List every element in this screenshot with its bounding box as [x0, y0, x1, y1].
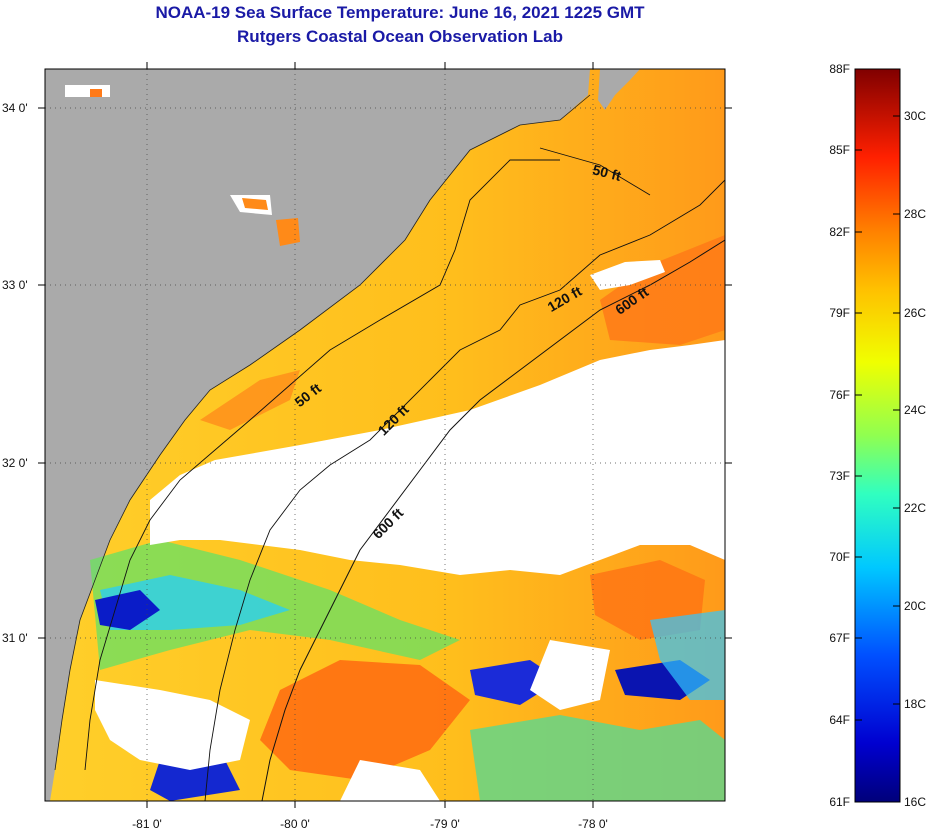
lon-label-80: -80 0' — [280, 817, 310, 831]
axis-ticks — [38, 62, 732, 808]
land-patch-ne — [598, 69, 640, 110]
cb-f-70: 70F — [829, 550, 850, 564]
chart-subtitle: Rutgers Coastal Ocean Observation Lab — [237, 27, 563, 46]
lon-label-78: -78 0' — [578, 817, 608, 831]
inland-patch-1b — [90, 89, 102, 97]
cb-c-30: 30C — [904, 109, 926, 123]
cloud-mask-sw — [95, 680, 250, 770]
contour-label-50ft-ne: 50 ft — [591, 161, 623, 184]
lon-label-79: -79 0' — [430, 817, 460, 831]
cloud-mask-se — [530, 640, 610, 710]
cb-c-26: 26C — [904, 306, 926, 320]
inland-patch-2b — [242, 198, 268, 210]
cloud-mask-ne — [590, 260, 665, 290]
lat-label-34: 34 0' — [2, 101, 28, 115]
colorbar — [854, 68, 901, 803]
cloud-mask-s — [340, 760, 440, 801]
lat-label-33: 33 0' — [2, 278, 28, 292]
cb-f-82: 82F — [829, 225, 850, 239]
cb-f-61: 61F — [829, 795, 850, 809]
lat-label-31: 31 0' — [2, 631, 28, 645]
lat-label-32: 32 0' — [2, 456, 28, 470]
colorbar-ticks — [855, 115, 900, 721]
chart-title: NOAA-19 Sea Surface Temperature: June 16… — [155, 3, 645, 22]
cool-zone-south-green — [470, 715, 725, 801]
map-plot-area — [45, 69, 725, 801]
cb-c-16: 16C — [904, 795, 926, 809]
cold-zone-blue-1 — [95, 590, 160, 630]
grid — [45, 69, 725, 801]
cb-f-76: 76F — [829, 388, 850, 402]
contour-120ft-line — [204, 179, 725, 801]
cb-f-73: 73F — [829, 469, 850, 483]
inland-patch-1 — [65, 85, 110, 97]
cb-c-20: 20C — [904, 599, 926, 613]
lon-label-81: -81 0' — [132, 817, 162, 831]
cb-c-18: 18C — [904, 697, 926, 711]
cb-f-67: 67F — [829, 631, 850, 645]
cb-f-85: 85F — [829, 143, 850, 157]
contour-600ft-line — [261, 239, 725, 801]
cb-f-79: 79F — [829, 306, 850, 320]
inland-patch-3 — [276, 218, 300, 246]
warm-zone-ne — [600, 235, 725, 345]
land-mass — [45, 69, 590, 801]
warm-zone-south — [260, 660, 470, 780]
cloud-mask-main — [150, 340, 725, 575]
cb-c-28: 28C — [904, 207, 926, 221]
contour-50ft-line — [84, 147, 651, 771]
cb-f-64: 64F — [829, 713, 850, 727]
cool-zone-east-cyan — [650, 610, 725, 700]
map-frame — [44, 68, 726, 802]
cb-c-24: 24C — [904, 403, 926, 417]
warm-zone-coast — [200, 370, 300, 430]
cb-c-22: 22C — [904, 501, 926, 515]
cb-f-88: 88F — [829, 62, 850, 76]
coastline — [54, 94, 591, 771]
